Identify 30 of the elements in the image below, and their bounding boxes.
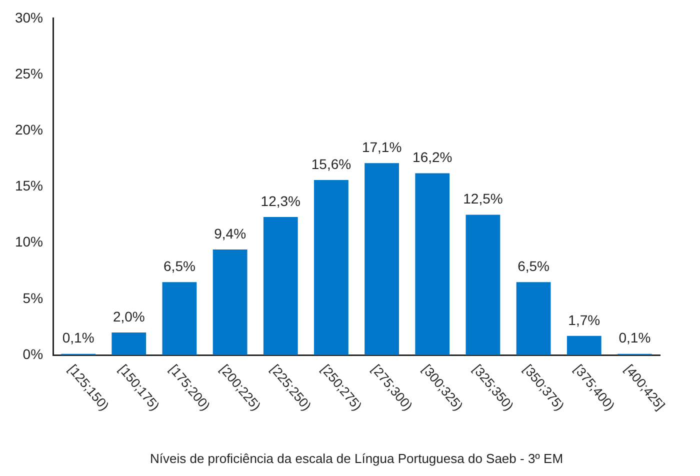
data-label: 2,0% [112,308,145,324]
y-tick-label: 15% [14,178,44,194]
data-label: 17,1% [362,138,402,155]
data-label: 1,7% [568,312,600,328]
x-axis-title: Níveis de proficiência da escala de Língua Portuguesa do Saeb - 3º EM [150,450,564,466]
data-label: 0,1% [62,330,94,346]
bar [162,282,197,355]
bar [466,214,500,355]
bar [263,216,298,355]
bar [364,163,399,355]
y-tick-label: 20% [14,121,44,138]
y-tick-label: 10% [14,234,44,250]
data-label: 16,2% [412,149,452,166]
y-tick-label: 30% [14,9,44,26]
y-tick-label: 0% [22,346,44,362]
bar [415,173,450,355]
data-label: 0,1% [618,330,651,346]
y-tick-label: 5% [22,290,44,306]
data-label: 6,5% [164,258,196,274]
data-label: 12,3% [260,192,300,209]
bar [566,336,602,355]
bar [212,250,248,355]
y-tick-label: 25% [14,65,44,82]
data-label: 6,5% [518,258,550,274]
data-label: 15,6% [311,156,352,172]
data-label: 9,4% [214,225,246,242]
bar [112,332,146,355]
data-label: 12,5% [463,190,503,207]
bar [314,180,348,355]
bar [516,282,551,355]
